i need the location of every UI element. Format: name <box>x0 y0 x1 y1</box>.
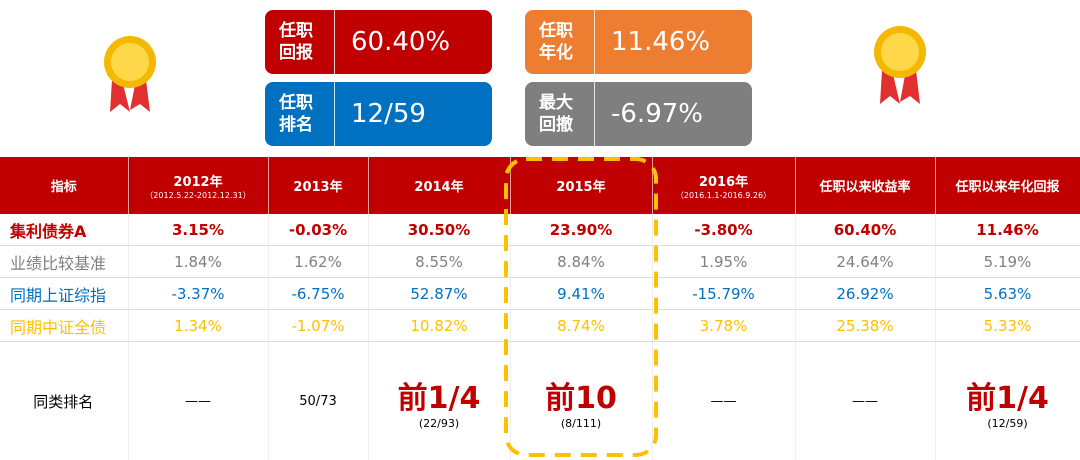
data-row: 集利债券A 3.15% -0.03% 30.50% 23.90% -3.80% 60.40%… <box>0 214 1080 246</box>
header-title: 任职以来年化回报 <box>955 180 1060 195</box>
ranking-cell: 前10 (8/111) <box>510 341 653 460</box>
ranking-main: 前1/4 <box>397 380 481 416</box>
cell: 3.15% <box>128 214 269 246</box>
stat-value: 12/59 <box>351 99 426 129</box>
header-cell: 任职以来年化回报 <box>935 157 1080 214</box>
ranking-main: —— <box>710 393 737 409</box>
medal-right <box>874 26 926 104</box>
ranking-cell: —— <box>652 341 796 460</box>
stat-label: 任职 年化 <box>525 10 595 74</box>
ranking-cell: —— <box>128 341 269 460</box>
cell: 5.33% <box>935 309 1080 342</box>
header-cell: 2014年 <box>368 157 511 214</box>
cell: 1.84% <box>128 245 269 278</box>
stat-label-line: 最大 <box>539 93 573 113</box>
header-title: 2013年 <box>293 180 343 195</box>
cell: -1.07% <box>268 309 369 342</box>
header-row: 指标 2012年 （2012.5.22-2012.12.31） 2013年 2014年 2… <box>0 157 1080 214</box>
header-sub: （2016.1.1-2016.9.26） <box>675 190 772 200</box>
row-name: 同类排名 <box>0 341 129 460</box>
cell: 1.95% <box>652 245 796 278</box>
cell: 8.74% <box>510 309 653 342</box>
stat-label: 任职 排名 <box>265 82 335 146</box>
cell: 9.41% <box>510 277 653 310</box>
cell: 25.38% <box>795 309 936 342</box>
stat-label-line: 排名 <box>279 115 313 135</box>
cell: 8.84% <box>510 245 653 278</box>
header-cell: 2016年 （2016.1.1-2016.9.26） <box>652 157 796 214</box>
stat-value: 60.40% <box>351 27 451 57</box>
header-cell: 2012年 （2012.5.22-2012.12.31） <box>128 157 269 214</box>
row-name: 集利债券A <box>0 214 129 246</box>
ranking-sub: (12/59) <box>987 416 1028 430</box>
ranking-main: —— <box>185 393 211 409</box>
cell: 10.82% <box>368 309 511 342</box>
header-title: 指标 <box>50 180 77 195</box>
cell: 3.78% <box>652 309 796 342</box>
header-title: 2016年 <box>698 174 749 190</box>
cell: 1.62% <box>268 245 369 278</box>
stat-label-line: 回撤 <box>539 115 573 135</box>
cell: 23.90% <box>510 214 653 246</box>
cell: -3.37% <box>128 277 269 310</box>
ranking-cell: 前1/4 (12/59) <box>935 341 1080 460</box>
ranking-main: 50/73 <box>299 393 337 409</box>
row-name: 同期中证全债 <box>0 309 129 342</box>
ranking-cell: —— <box>795 341 936 460</box>
header-title: 2012年 <box>173 174 223 190</box>
header-title: 2014年 <box>414 180 464 195</box>
stat-value: -6.97% <box>611 99 703 129</box>
data-row: 同期上证综指 -3.37% -6.75% 52.87% 9.41% -15.79% 26.9… <box>0 277 1080 310</box>
ranking-cell: 50/73 <box>268 341 369 460</box>
stat-box: 任职 年化 11.46% <box>525 10 752 74</box>
ranking-main: 前10 <box>545 380 617 416</box>
header-sub: （2012.5.22-2012.12.31） <box>145 190 251 200</box>
header-cell: 任职以来收益率 <box>795 157 936 214</box>
cell: 1.34% <box>128 309 269 342</box>
stat-box: 最大 回撤 -6.97% <box>525 82 752 146</box>
cell: 11.46% <box>935 214 1080 246</box>
header-cell: 2013年 <box>268 157 369 214</box>
cell: 30.50% <box>368 214 511 246</box>
cell: 5.63% <box>935 277 1080 310</box>
header-title: 任职以来收益率 <box>819 180 911 195</box>
stat-label-line: 任职 <box>279 93 313 113</box>
header-title: 2015年 <box>556 180 606 195</box>
stat-label-line: 任职 <box>279 21 313 41</box>
stat-label-line: 任职 <box>539 21 573 41</box>
stat-label-line: 年化 <box>539 43 573 63</box>
stat-label: 任职 回报 <box>265 10 335 74</box>
data-row: 同期中证全债 1.34% -1.07% 10.82% 8.74% 3.78% 25.38% 5… <box>0 309 1080 342</box>
cell: 26.92% <box>795 277 936 310</box>
cell: 60.40% <box>795 214 936 246</box>
stat-box: 任职 回报 60.40% <box>265 10 492 74</box>
cell: 24.64% <box>795 245 936 278</box>
medal-left <box>104 36 156 112</box>
ranking-main: 前1/4 <box>966 380 1049 416</box>
cell: 8.55% <box>368 245 511 278</box>
performance-table: 指标 2012年 （2012.5.22-2012.12.31） 2013年 2014年 2… <box>0 157 1080 460</box>
cell: -0.03% <box>268 214 369 246</box>
row-name: 同期上证综指 <box>0 277 129 310</box>
cell: -3.80% <box>652 214 796 246</box>
ranking-row: 同类排名 —— 50/73 前1/4 (22/93) 前10 (8/111) —— —— 前1/4… <box>0 341 1080 460</box>
ranking-sub: (8/111) <box>560 416 602 430</box>
stat-label-line: 回报 <box>279 43 313 63</box>
row-name: 业绩比较基准 <box>0 245 129 278</box>
cell: 5.19% <box>935 245 1080 278</box>
stat-box: 任职 排名 12/59 <box>265 82 492 146</box>
stat-value: 11.46% <box>611 27 711 57</box>
cell: -15.79% <box>652 277 796 310</box>
data-row: 业绩比较基准 1.84% 1.62% 8.55% 8.84% 1.95% 24.64% 5.1… <box>0 245 1080 278</box>
cell: 52.87% <box>368 277 511 310</box>
header-cell: 2015年 <box>510 157 653 214</box>
stat-label: 最大 回撤 <box>525 82 595 146</box>
ranking-sub: (22/93) <box>418 416 460 430</box>
cell: -6.75% <box>268 277 369 310</box>
header-cell: 指标 <box>0 157 129 214</box>
ranking-cell: 前1/4 (22/93) <box>368 341 511 460</box>
ranking-main: —— <box>852 393 878 409</box>
